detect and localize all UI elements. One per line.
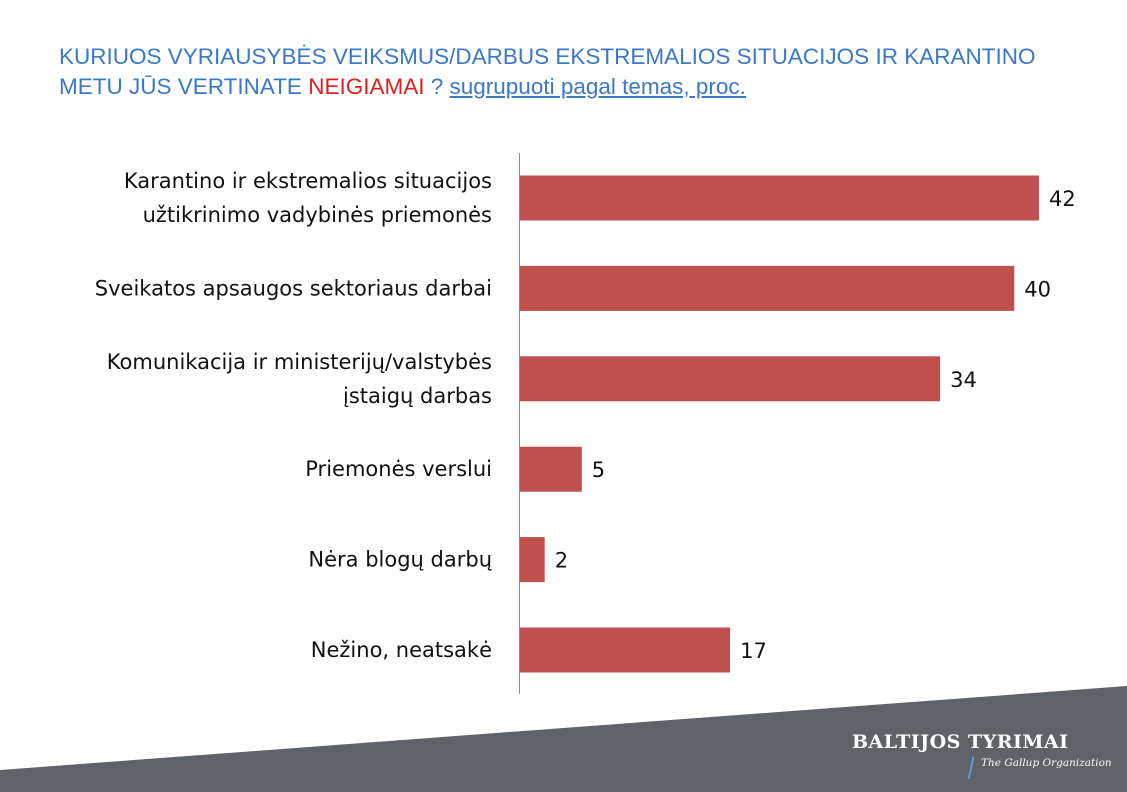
category-label-2: Sveikatos apsaugos sektoriaus darbai (95, 276, 492, 300)
bar-2 (520, 265, 1015, 311)
category-label-5: Nėra blogų darbų (308, 548, 492, 572)
brand-logo-name: BALTIJOS TYRIMAI (852, 731, 1069, 753)
category-label-line: Karantino ir ekstremalios situacijos (124, 169, 492, 193)
bar-value-label-5: 2 (555, 549, 568, 573)
bar-value-label-1: 42 (1049, 187, 1076, 211)
chart-title: KURIUOS VYRIAUSYBĖS VEIKSMUS/DARBUS EKST… (59, 42, 1099, 102)
bar-6 (520, 627, 731, 673)
bar-4 (520, 446, 582, 492)
category-label-1: Karantino ir ekstremalios situacijos užti… (124, 169, 492, 227)
bar-chart: 42 Karantino ir ekstremalios situacijos už… (95, 153, 1076, 694)
bar-value-label-3: 34 (950, 368, 977, 392)
bar-value-label-6: 17 (740, 639, 767, 663)
title-link[interactable]: sugrupuoti pagal temas, proc. (449, 74, 746, 99)
category-label-6: Nežino, neatsakė (311, 638, 492, 662)
category-label-3: Komunikacija ir ministerijų/valstybės įst… (107, 350, 492, 408)
bar-value-label-4: 5 (592, 458, 605, 482)
category-label-line: Nežino, neatsakė (311, 638, 492, 662)
category-label-line: Priemonės verslui (305, 457, 492, 481)
brand-tagline: The Gallup Organization (981, 757, 1112, 769)
bar-value-label-2: 40 (1024, 277, 1051, 301)
bar-5 (520, 537, 545, 583)
title-text-part2: ? (424, 74, 450, 99)
category-label-line: Komunikacija ir ministerijų/valstybės (107, 350, 492, 374)
bar-1 (520, 175, 1039, 221)
category-label-line: įstaigų darbas (343, 384, 492, 408)
bar-3 (520, 356, 941, 402)
category-label-line: užtikrinimo vadybinės priemonės (143, 203, 492, 227)
category-label-line: Sveikatos apsaugos sektoriaus darbai (95, 276, 492, 300)
title-text-part1: KURIUOS VYRIAUSYBĖS VEIKSMUS/DARBUS EKST… (59, 44, 1036, 99)
category-label-4: Priemonės verslui (305, 457, 492, 481)
footer-band-shape (0, 686, 1127, 792)
title-negative-word: NEIGIAMAI (308, 74, 425, 99)
category-label-line: Nėra blogų darbų (308, 548, 492, 572)
bars-group: 42 Karantino ir ekstremalios situacijos už… (95, 169, 1076, 673)
